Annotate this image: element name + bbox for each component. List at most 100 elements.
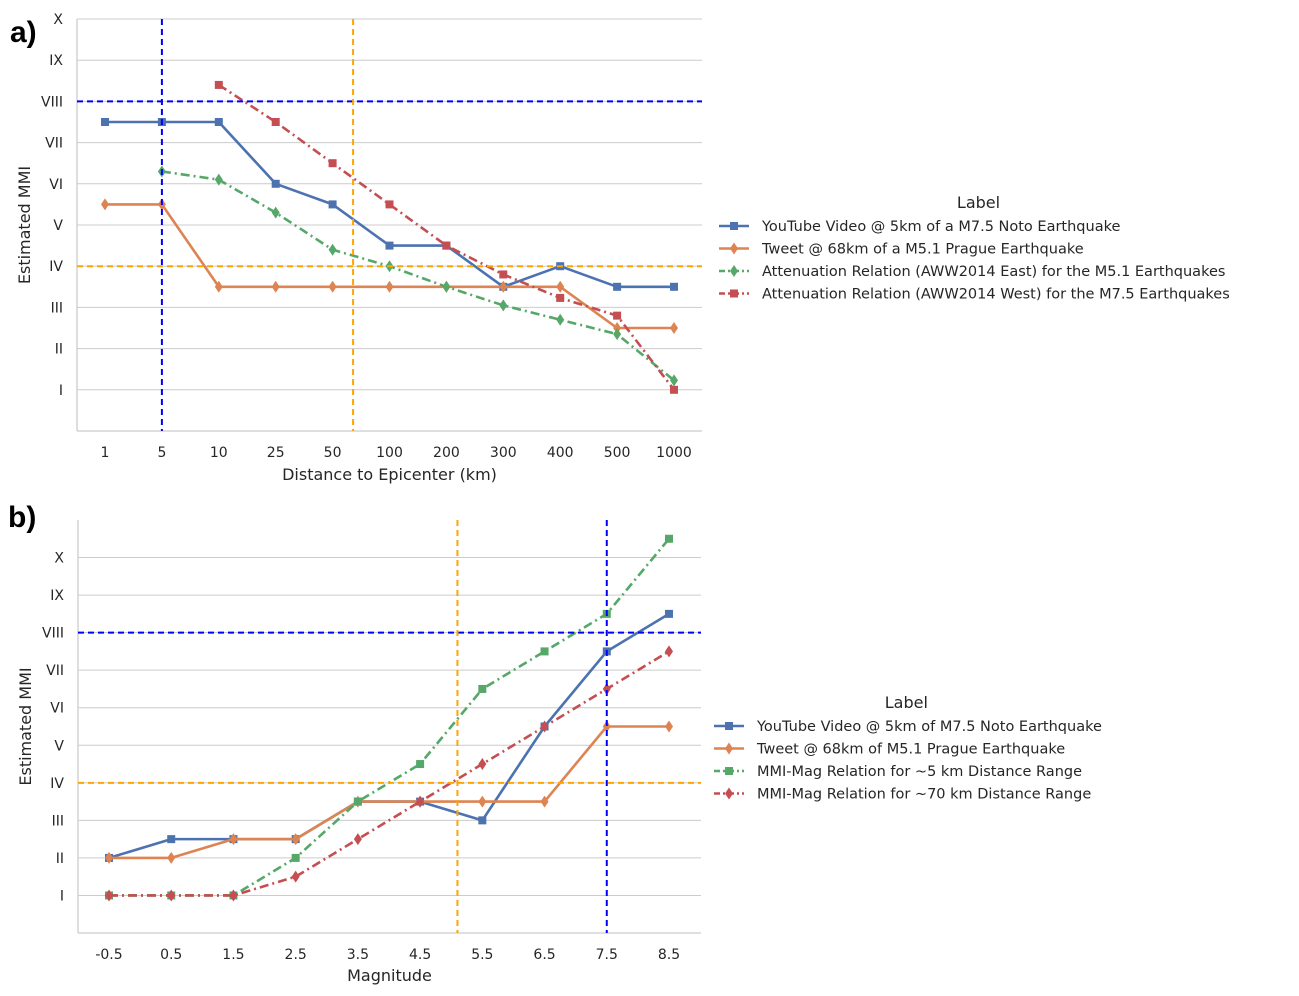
data-point <box>670 282 678 291</box>
data-point <box>101 118 109 126</box>
series-line-4 <box>218 83 676 391</box>
y-tick-label: X <box>53 12 63 28</box>
data-point <box>478 684 487 693</box>
data-point <box>167 851 176 864</box>
x-tick-label: 1.5 <box>222 947 244 963</box>
data-point <box>499 299 508 312</box>
legend-marker <box>725 722 733 730</box>
data-point <box>328 243 337 256</box>
series-line-1 <box>108 612 670 860</box>
data-point <box>291 853 300 862</box>
x-tick-label: 2.5 <box>285 947 307 963</box>
data-point <box>167 835 176 844</box>
data-point <box>328 280 337 293</box>
data-point <box>385 280 394 293</box>
data-point <box>271 118 280 126</box>
legend-marker <box>725 787 733 800</box>
data-point <box>499 270 508 279</box>
data-point <box>385 200 394 209</box>
y-axis-label: Estimated MMI <box>16 667 35 785</box>
panel-label: a) <box>10 16 37 49</box>
data-point <box>442 241 451 250</box>
data-point <box>602 720 611 733</box>
data-point <box>556 293 565 302</box>
x-tick-label: 10 <box>210 445 228 461</box>
data-point <box>540 795 549 808</box>
x-tick-label: 4.5 <box>409 947 431 963</box>
y-tick-label: VIII <box>42 626 64 642</box>
data-point <box>670 385 678 394</box>
y-tick-label: VI <box>50 701 64 717</box>
data-point <box>478 758 487 771</box>
y-tick-label: VIII <box>41 94 63 110</box>
legend-marker <box>730 242 738 255</box>
x-tick-label: 100 <box>376 445 403 461</box>
x-tick-label: 6.5 <box>533 947 555 963</box>
y-tick-label: IV <box>49 259 63 275</box>
data-point <box>540 647 549 656</box>
data-point <box>105 851 113 864</box>
x-tick-label: 200 <box>433 445 460 461</box>
legend-marker <box>730 222 738 230</box>
legend-label: YouTube Video @ 5km of M7.5 Noto Earthqu… <box>756 719 1102 735</box>
y-tick-label: I <box>60 888 64 904</box>
data-point <box>613 322 622 334</box>
data-point <box>665 534 673 543</box>
data-point <box>665 645 673 658</box>
legend-title: Label <box>885 693 928 712</box>
x-tick-label: 5.5 <box>471 947 493 963</box>
data-point <box>665 609 673 618</box>
x-tick-label: 1 <box>101 445 110 461</box>
legend-label: MMI-Mag Relation for ~70 km Distance Ran… <box>757 787 1091 803</box>
data-point <box>101 198 109 211</box>
data-point <box>214 118 223 126</box>
data-point <box>670 374 678 387</box>
data-point <box>328 200 337 209</box>
x-tick-label: 400 <box>547 445 574 461</box>
legend-marker <box>725 742 733 755</box>
y-tick-label: X <box>54 551 64 567</box>
series-line-2 <box>109 725 669 860</box>
y-tick-label: VI <box>49 177 63 193</box>
x-axis-label: Distance to Epicenter (km) <box>282 465 497 484</box>
data-point <box>670 322 678 334</box>
x-tick-label: 1000 <box>656 445 692 461</box>
data-point <box>271 206 280 219</box>
legend-label: Tweet @ 68km of a M5.1 Prague Earthquake <box>761 242 1084 258</box>
y-tick-label: VII <box>45 136 63 152</box>
x-tick-label: 500 <box>604 445 631 461</box>
panel-label: b) <box>8 501 36 534</box>
data-point <box>416 760 425 769</box>
data-point <box>353 797 362 806</box>
series-line-3 <box>109 537 671 897</box>
data-point <box>442 280 451 293</box>
data-point <box>556 313 565 326</box>
data-point <box>602 682 611 695</box>
data-point <box>416 795 425 808</box>
y-tick-label: V <box>53 218 63 234</box>
data-point <box>229 889 238 902</box>
data-point <box>540 720 549 733</box>
data-point <box>328 159 337 168</box>
legend-label: Tweet @ 68km of M5.1 Prague Earthquake <box>756 742 1065 758</box>
legend-label: MMI-Mag Relation for ~5 km Distance Rang… <box>757 764 1082 780</box>
y-tick-label: II <box>56 851 64 867</box>
x-tick-label: -0.5 <box>95 947 122 963</box>
legend-marker <box>730 265 738 277</box>
data-point <box>613 311 622 320</box>
x-tick-label: 50 <box>324 445 342 461</box>
x-axis-label: Magnitude <box>347 966 432 985</box>
y-tick-label: IV <box>50 776 64 792</box>
data-point <box>353 833 362 846</box>
legend-title: Label <box>957 193 1000 212</box>
x-tick-label: 0.5 <box>160 947 182 963</box>
y-tick-label: IX <box>50 588 64 604</box>
series-line-3 <box>161 170 675 382</box>
y-axis-label: Estimated MMI <box>15 166 34 284</box>
data-point <box>271 280 280 293</box>
data-point <box>385 241 394 250</box>
data-point <box>271 179 280 188</box>
x-tick-label: 5 <box>157 445 166 461</box>
